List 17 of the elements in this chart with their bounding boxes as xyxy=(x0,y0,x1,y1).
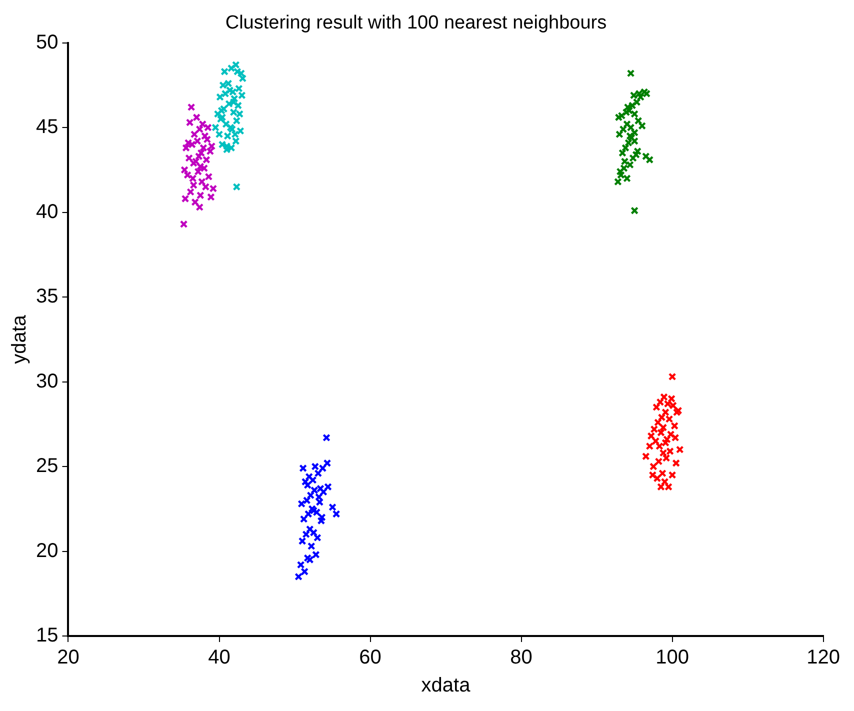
x-tick-label: 60 xyxy=(359,646,382,669)
y-tick-label: 25 xyxy=(36,455,58,478)
y-tick-label: 35 xyxy=(36,286,58,308)
x-tick-label: 80 xyxy=(510,646,532,669)
x-tick-label: 100 xyxy=(656,646,689,669)
y-tick-label: 30 xyxy=(36,370,58,392)
x-tick-label: 20 xyxy=(57,646,80,669)
x-tick-label: 120 xyxy=(806,646,840,669)
chart-title: Clustering result with 100 nearest neighbours xyxy=(225,12,607,34)
y-tick-label: 45 xyxy=(36,116,58,138)
y-tick-label: 20 xyxy=(36,540,58,562)
x-tick-label: 40 xyxy=(208,646,230,669)
y-axis-title: ydata xyxy=(8,314,31,364)
y-tick-label: 40 xyxy=(36,200,58,223)
y-tick-label: 50 xyxy=(36,31,58,54)
x-axis-title: xdata xyxy=(421,674,472,697)
y-tick-label: 15 xyxy=(36,624,58,647)
